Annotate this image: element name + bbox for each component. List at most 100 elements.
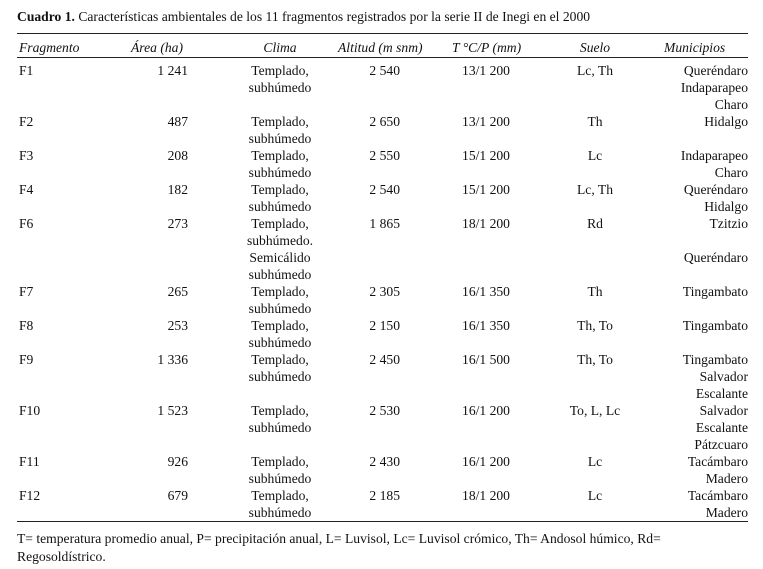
cell-municipios-line: Salvador	[699, 403, 748, 418]
cell-municipios: Tacámbaro Madero	[648, 453, 748, 487]
cell-area: 926	[167, 454, 188, 469]
cell-municipios-line: Madero	[705, 505, 748, 520]
cell-fragmento: F7	[19, 284, 34, 299]
cell-altitud: 2 540	[369, 63, 400, 78]
cell-tp: 15/1 200	[462, 148, 510, 163]
cell-clima-line: subhúmedo	[248, 369, 312, 384]
cell-municipios-line: Charo	[714, 97, 748, 112]
cell-clima: Templado, subhúmedo	[230, 181, 330, 215]
cell-suelo: Rd	[587, 216, 603, 231]
cell-municipios: Queréndaro Indaparapeo Charo	[648, 62, 748, 113]
cell-tp: 16/1 200	[462, 403, 510, 418]
cell-fragmento: F1	[19, 63, 34, 78]
cell-area: 679	[167, 488, 188, 503]
cell-municipios-line: Pátzcuaro	[694, 437, 748, 452]
cell-municipios-line: Escalante	[695, 386, 748, 401]
cell-municipios: Tingambato	[648, 317, 748, 334]
cell-clima-line: Templado,	[251, 403, 309, 418]
cell-suelo: Lc	[587, 488, 603, 503]
cell-altitud: 2 150	[369, 318, 400, 333]
cell-clima-line: subhúmedo	[248, 301, 312, 316]
cell-clima: Templado, subhúmedo	[230, 453, 330, 487]
cell-municipios: Hidalgo	[648, 113, 748, 130]
cell-clima: Templado, subhúmedo	[230, 62, 330, 96]
cell-clima: Templado, subhúmedo. Semicálido subhúmedo	[230, 215, 330, 283]
cell-clima: Templado, subhúmedo	[230, 402, 330, 436]
caption-text: Características ambientales de los 11 fr…	[74, 9, 591, 24]
cell-tp: 18/1 200	[462, 488, 510, 503]
cell-municipios-line: Tingambato	[682, 352, 748, 367]
cell-clima-line: subhúmedo	[248, 471, 312, 486]
cell-municipios-line: Escalante	[695, 420, 748, 435]
cell-altitud: 2 550	[369, 148, 400, 163]
cell-municipios-line: Tingambato	[682, 284, 748, 299]
cell-clima-line: Templado,	[251, 114, 309, 129]
header-tp: T °C/P (mm)	[452, 40, 522, 55]
cell-clima-line: Semicálido	[249, 250, 311, 265]
cell-suelo: Th	[587, 284, 603, 299]
cell-suelo: Th	[587, 114, 603, 129]
cell-clima-line: Templado,	[251, 216, 309, 231]
cell-municipios: Tingambato	[648, 283, 748, 300]
cell-municipios-line: Tacámbaro	[687, 454, 748, 469]
cell-municipios-line: Tzitzio	[709, 216, 749, 231]
cell-altitud: 2 305	[369, 284, 400, 299]
cell-fragmento: F4	[19, 182, 34, 197]
cell-suelo: Lc	[587, 148, 603, 163]
cell-area: 208	[167, 148, 188, 163]
cell-municipios-line: Tingambato	[682, 318, 748, 333]
cell-area: 1 241	[157, 63, 188, 78]
cell-clima-line: subhúmedo	[248, 165, 312, 180]
cell-tp: 18/1 200	[462, 216, 510, 231]
cell-clima: Templado, subhúmedo	[230, 283, 330, 317]
cell-area: 1 336	[157, 352, 188, 367]
cell-suelo: Lc	[587, 454, 603, 469]
table-caption: Cuadro 1. Características ambientales de…	[17, 8, 590, 25]
cell-municipios-line: Queréndaro	[683, 182, 748, 197]
cell-clima-line: Templado,	[251, 182, 309, 197]
cell-fragmento: F11	[19, 454, 40, 469]
cell-clima-line: Templado,	[251, 488, 309, 503]
cell-clima-line: subhúmedo	[248, 199, 312, 214]
cell-fragmento: F6	[19, 216, 34, 231]
header-municipios: Municipios	[664, 40, 726, 55]
bottom-rule	[17, 521, 748, 522]
cell-tp: 13/1 200	[462, 63, 510, 78]
cell-clima-line: subhúmedo	[248, 131, 312, 146]
header-rule	[17, 57, 748, 58]
cell-clima-line: subhúmedo	[248, 335, 312, 350]
cell-altitud: 2 185	[369, 488, 400, 503]
cell-clima: Templado, subhúmedo	[230, 317, 330, 351]
cell-municipios-line: Queréndaro	[683, 63, 748, 78]
cell-area: 1 523	[157, 403, 188, 418]
cell-clima: Templado, subhúmedo	[230, 113, 330, 147]
cell-municipios-line: Charo	[714, 165, 748, 180]
cell-area: 182	[167, 182, 188, 197]
cell-fragmento: F9	[19, 352, 34, 367]
cell-area: 265	[167, 284, 188, 299]
cell-suelo: Lc, Th	[577, 63, 613, 78]
cell-municipios: Tacámbaro Madero	[648, 487, 748, 521]
cell-municipios: Tzitzio Queréndaro	[648, 215, 748, 266]
header-area: Área (ha)	[131, 40, 183, 55]
cell-municipios-line: Indaparapeo	[680, 148, 748, 163]
cell-municipios-line: Hidalgo	[704, 114, 748, 129]
cell-tp: 16/1 350	[462, 284, 510, 299]
cell-tp: 13/1 200	[462, 114, 510, 129]
cell-municipios: Tingambato Salvador Escalante	[648, 351, 748, 402]
cell-municipios-line: Salvador	[699, 369, 748, 384]
cell-clima-line: subhúmedo	[248, 420, 312, 435]
cell-altitud: 2 530	[369, 403, 400, 418]
cell-clima-line: Templado,	[251, 318, 309, 333]
cell-tp: 16/1 200	[462, 454, 510, 469]
cell-clima-line: subhúmedo	[248, 267, 312, 282]
cell-area: 487	[167, 114, 188, 129]
cell-municipios: Salvador Escalante Pátzcuaro	[648, 402, 748, 453]
cell-clima-line: Templado,	[251, 454, 309, 469]
cell-municipios-line: Madero	[705, 471, 748, 486]
cell-fragmento: F8	[19, 318, 34, 333]
top-rule	[17, 33, 748, 34]
cell-fragmento: F12	[19, 488, 41, 503]
cell-clima-line: Templado,	[251, 148, 309, 163]
